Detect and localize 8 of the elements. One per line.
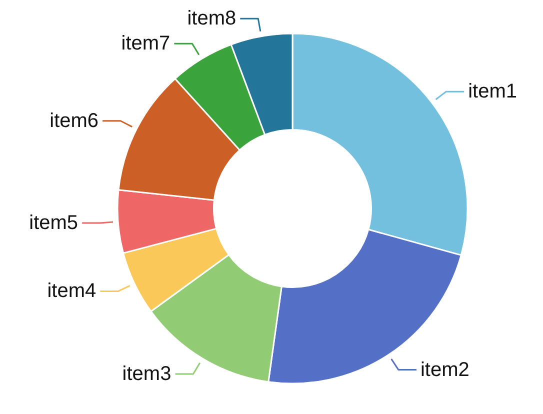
slice-label: item6 (50, 110, 99, 132)
slice-label: item7 (121, 32, 170, 55)
slice-label: item1 (468, 80, 518, 103)
slice-label: item5 (29, 212, 78, 234)
slice-label: item8 (187, 8, 236, 30)
slice-label: item3 (122, 363, 172, 386)
slice-label: item4 (47, 280, 96, 302)
slice-label: item2 (420, 358, 470, 381)
